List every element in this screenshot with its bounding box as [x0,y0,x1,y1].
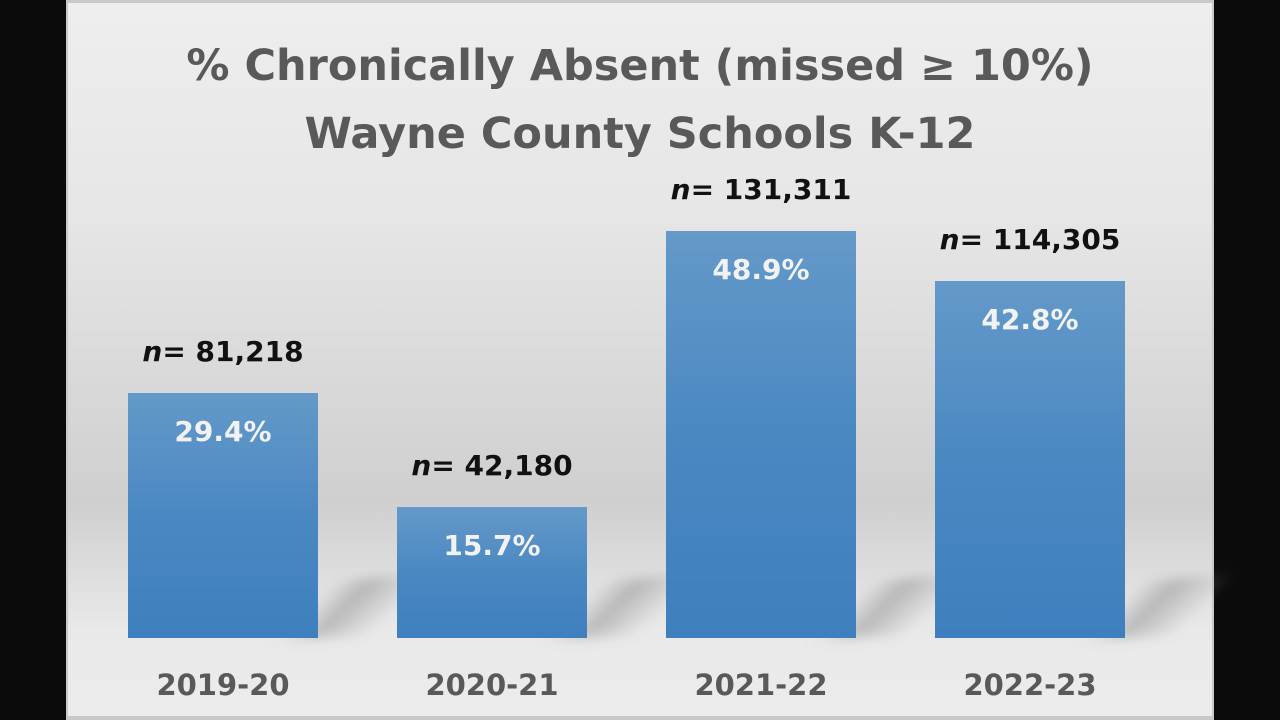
n-label: n= 131,311 [670,172,852,206]
n-prefix: n [142,335,163,369]
n-prefix: n [670,172,691,206]
category-label: 2019-20 [156,668,290,702]
value-label: 15.7% [443,529,541,563]
n-label: n= 42,180 [411,449,573,483]
category-label: 2022-23 [963,668,1097,702]
bar-2019-20 [128,393,318,638]
n-label: n= 81,218 [142,335,304,369]
category-label: 2021-22 [694,668,828,702]
chart-subtitle: Wayne County Schools K-12 [304,109,976,159]
n-prefix: n [411,449,432,483]
value-label: 48.9% [712,252,810,286]
value-label: 42.8% [981,303,1079,337]
bar-2020-21 [397,507,587,638]
chart-title: % Chronically Absent (missed ≥ 10%) [186,41,1094,91]
value-label: 29.4% [174,415,272,449]
category-label: 2020-21 [425,668,559,702]
bar-2022-23 [935,281,1125,638]
bar-2021-22 [666,230,856,638]
n-prefix: n [939,223,960,257]
n-label: n= 114,305 [939,223,1121,257]
